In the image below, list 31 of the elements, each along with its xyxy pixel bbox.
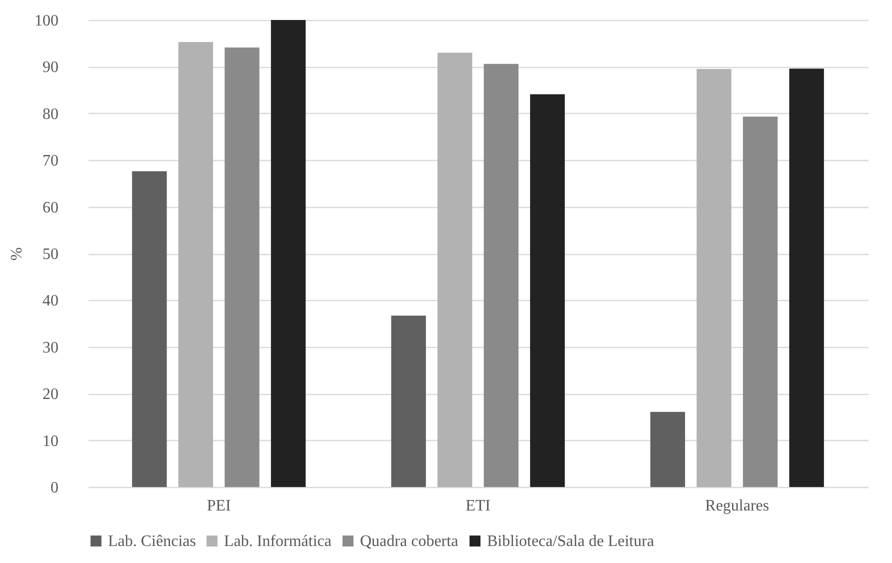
bar: [650, 412, 686, 487]
y-tick-label: 90: [42, 59, 58, 76]
bar: [484, 64, 519, 487]
legend-label: Quadra coberta: [360, 533, 458, 550]
y-tick-label: 70: [42, 152, 58, 170]
y-tick-label: 80: [42, 106, 58, 123]
legend-label: Lab. Ciências: [108, 533, 196, 550]
y-tick-label: 100: [34, 12, 58, 30]
bar: [391, 316, 426, 487]
x-tick-label: PEI: [206, 498, 231, 514]
y-axis-title: %: [8, 247, 26, 261]
bar: [178, 42, 214, 487]
y-tick-label: 10: [42, 432, 58, 450]
y-tick-label: 40: [42, 292, 58, 310]
y-tick-label: 30: [42, 339, 58, 356]
y-tick-label: 60: [42, 199, 58, 216]
bar: [696, 69, 732, 487]
y-tick-label: 50: [42, 246, 58, 263]
legend-label: Lab. Informática: [224, 533, 332, 550]
legend-label: Biblioteca/Sala de Leitura: [487, 533, 654, 550]
bar: [132, 171, 167, 487]
x-tick-label: Regulares: [705, 498, 770, 514]
bar: [224, 48, 260, 487]
y-tick-label: 0: [50, 480, 58, 496]
bar: [530, 94, 565, 487]
y-tick-label: 20: [42, 386, 58, 404]
x-tick-label: ETI: [466, 498, 490, 514]
bar: [437, 52, 472, 487]
bar: [270, 20, 306, 487]
bar: [789, 68, 824, 487]
bar: [742, 116, 778, 487]
